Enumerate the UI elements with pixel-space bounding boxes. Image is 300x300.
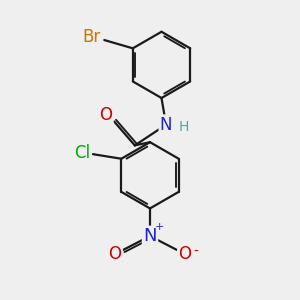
Text: O: O xyxy=(109,244,122,262)
Text: Br: Br xyxy=(82,28,100,46)
Text: O: O xyxy=(99,106,112,124)
Text: H: H xyxy=(178,119,189,134)
Text: Cl: Cl xyxy=(75,144,91,162)
Text: O: O xyxy=(178,244,191,262)
Text: -: - xyxy=(194,245,198,259)
Text: +: + xyxy=(154,222,164,232)
Text: N: N xyxy=(143,227,157,245)
Text: N: N xyxy=(160,116,172,134)
